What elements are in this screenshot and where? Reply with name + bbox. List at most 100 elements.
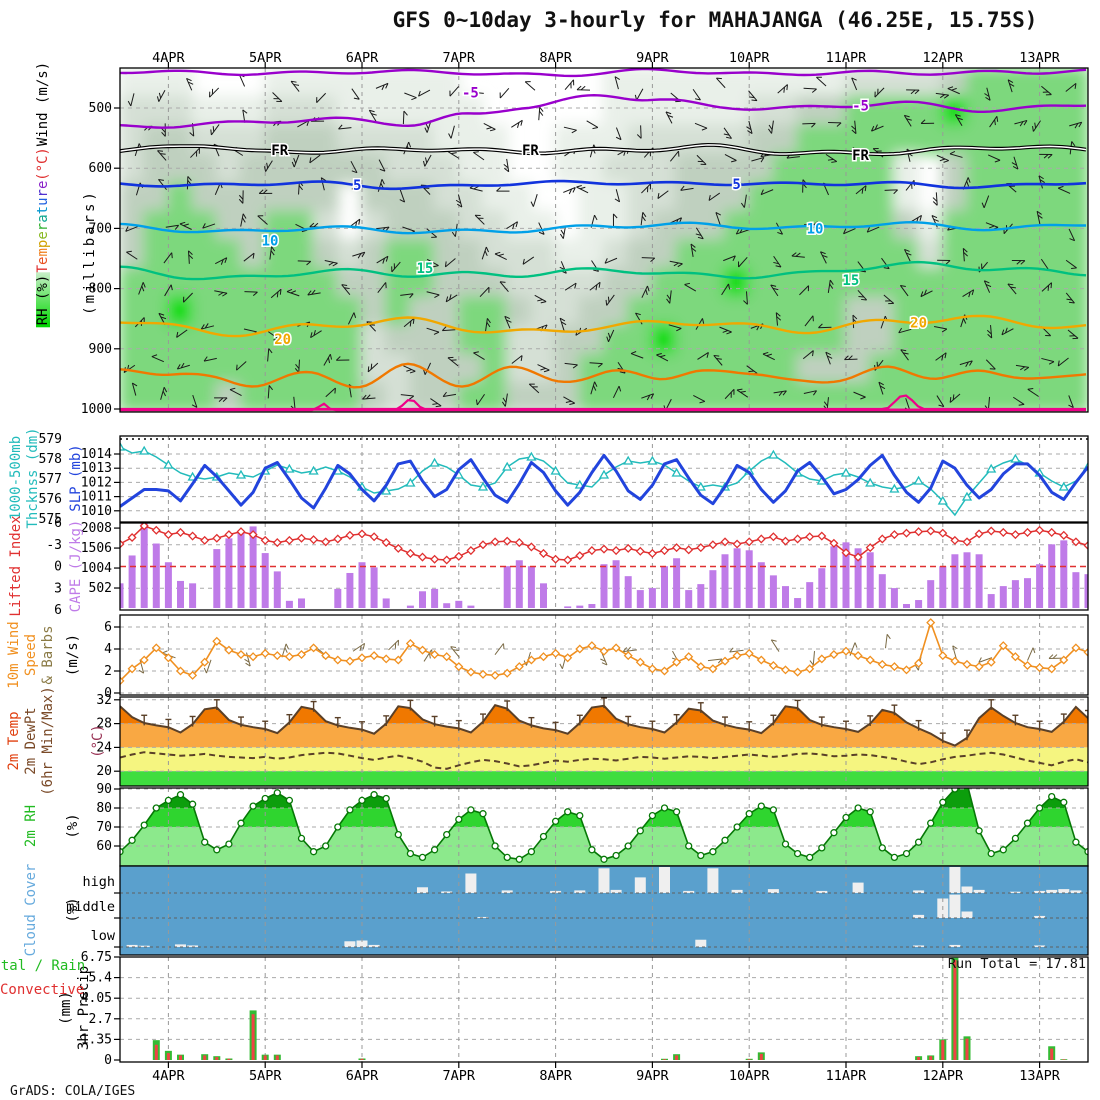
wind10m-unit: (m/s) — [65, 633, 81, 677]
precip-total-bars — [152, 957, 1068, 1060]
temp-15-contour — [120, 260, 1087, 281]
svg-text:middle: middle — [66, 899, 115, 915]
slp-label: SLP (mb) — [68, 444, 84, 512]
svg-text:15: 15 — [842, 273, 859, 289]
svg-text:600: 600 — [89, 161, 112, 176]
svg-text:13APR: 13APR — [1019, 1068, 1061, 1084]
svg-text:28: 28 — [96, 717, 112, 732]
svg-text:1014: 1014 — [81, 447, 112, 462]
temp-20-contour — [120, 314, 1087, 338]
svg-text:5APR: 5APR — [249, 1068, 282, 1084]
svg-text:1.35: 1.35 — [81, 1032, 112, 1047]
svg-text:1013: 1013 — [81, 461, 112, 476]
temp-unit-label: (°C) — [35, 147, 51, 181]
svg-text:-3: -3 — [46, 538, 62, 553]
dewpoint-line — [120, 751, 1088, 770]
temp-minus5-contour — [120, 93, 1087, 129]
cape-label: CAPE (J/kg) — [68, 519, 84, 613]
svg-text:13APR: 13APR — [1019, 50, 1061, 66]
temp-25-contour — [120, 362, 1087, 389]
temperature-label-letter: e — [35, 180, 51, 190]
page-title: GFS 0~10day 3-hourly for MAHAJANGA (46.2… — [392, 8, 1038, 32]
rh2m-label: 2m RH — [23, 804, 39, 848]
thickness-label-1: 1000-500mb — [8, 435, 24, 521]
svg-text:12APR: 12APR — [922, 50, 964, 66]
svg-text:8APR: 8APR — [539, 50, 572, 66]
svg-text:8APR: 8APR — [539, 1068, 572, 1084]
cape-bars — [120, 523, 1088, 608]
svg-text:10: 10 — [262, 233, 279, 249]
svg-text:577: 577 — [39, 472, 62, 487]
convective-label: Convective — [0, 982, 85, 998]
svg-text:1004: 1004 — [81, 561, 112, 576]
cape-li-panel — [120, 523, 1088, 610]
temperature-label-letter: m — [35, 248, 51, 257]
minmax-whiskers — [141, 697, 1088, 744]
svg-text:578: 578 — [39, 452, 62, 467]
rh2m-unit: (%) — [65, 813, 81, 839]
svg-text:900: 900 — [89, 342, 112, 357]
millibars-label: (millibars) — [82, 189, 98, 315]
svg-text:FR: FR — [522, 143, 539, 159]
temperature-label-letter: p — [35, 239, 51, 249]
cloud-cover-panel — [120, 866, 1088, 955]
svg-text:1012: 1012 — [81, 475, 112, 490]
svg-text:20: 20 — [274, 332, 291, 348]
svg-text:90: 90 — [96, 782, 112, 797]
svg-text:5APR: 5APR — [249, 50, 282, 66]
svg-text:5: 5 — [732, 177, 740, 193]
svg-text:11APR: 11APR — [826, 1068, 868, 1084]
svg-text:800: 800 — [89, 282, 112, 297]
wind10m-panel — [120, 615, 1088, 695]
axis-tick-layer: 4APR 4APR 5APR 5APR 6APR 6APR 7APR 7APR 8APR 8APR… — [39, 50, 1061, 1084]
svg-text:1011: 1011 — [81, 490, 112, 505]
svg-text:12APR: 12APR — [922, 1068, 964, 1084]
svg-text:7APR: 7APR — [443, 1068, 476, 1084]
svg-text:4.05: 4.05 — [81, 991, 112, 1006]
temperature-label: Temperature — [35, 180, 51, 274]
svg-text:20: 20 — [96, 764, 112, 779]
svg-text:high: high — [82, 874, 115, 890]
svg-text:7APR: 7APR — [443, 50, 476, 66]
svg-text:2.7: 2.7 — [89, 1012, 112, 1027]
temp2m-unit: (°C) — [90, 724, 106, 758]
temperature-label-letter: r — [35, 189, 51, 198]
upper-air-panel: -5 -5 FR FR FR 5 5 10 10 15 15 20 20 — [120, 68, 1088, 412]
cloud-label: Cloud Cover — [23, 863, 39, 957]
svg-text:0: 0 — [54, 560, 62, 575]
svg-text:FR: FR — [852, 148, 869, 164]
svg-text:1000: 1000 — [81, 402, 112, 417]
svg-text:FR: FR — [271, 143, 288, 159]
svg-text:3: 3 — [54, 581, 62, 596]
svg-text:-5: -5 — [462, 85, 479, 101]
svg-text:6: 6 — [54, 603, 62, 618]
svg-text:10APR: 10APR — [729, 50, 771, 66]
precip-label: 3hr Precip — [76, 965, 92, 1051]
svg-text:1506: 1506 — [81, 541, 112, 556]
svg-text:500: 500 — [89, 101, 112, 116]
temp2m-panel — [120, 697, 1088, 786]
svg-text:6APR: 6APR — [346, 1068, 379, 1084]
svg-text:-6: -6 — [46, 516, 62, 531]
temperature-label-letter: e — [35, 256, 51, 265]
temperature-label-letter: e — [35, 231, 51, 240]
temp-30-c-contour — [120, 394, 1086, 411]
svg-text:-5: -5 — [852, 99, 869, 115]
temp2m-label-2: 2m DewPt — [23, 707, 39, 775]
temp2m-label-1: 2m Temp — [6, 711, 22, 771]
svg-text:579: 579 — [39, 432, 62, 447]
svg-text:20: 20 — [910, 315, 927, 331]
thickness-label-2: Thcknss (dm) — [25, 427, 41, 529]
svg-text:10APR: 10APR — [729, 1068, 771, 1084]
temperature-label-letter: u — [35, 197, 51, 206]
svg-text:5.4: 5.4 — [89, 971, 113, 986]
svg-text:4: 4 — [104, 642, 112, 657]
svg-text:700: 700 — [89, 221, 112, 236]
temperature-label-letter: a — [35, 214, 51, 223]
wind10m-label-1: 10m Wind — [6, 621, 22, 689]
svg-text:0: 0 — [104, 686, 112, 701]
svg-text:2: 2 — [104, 664, 112, 679]
svg-text:low: low — [91, 928, 116, 944]
